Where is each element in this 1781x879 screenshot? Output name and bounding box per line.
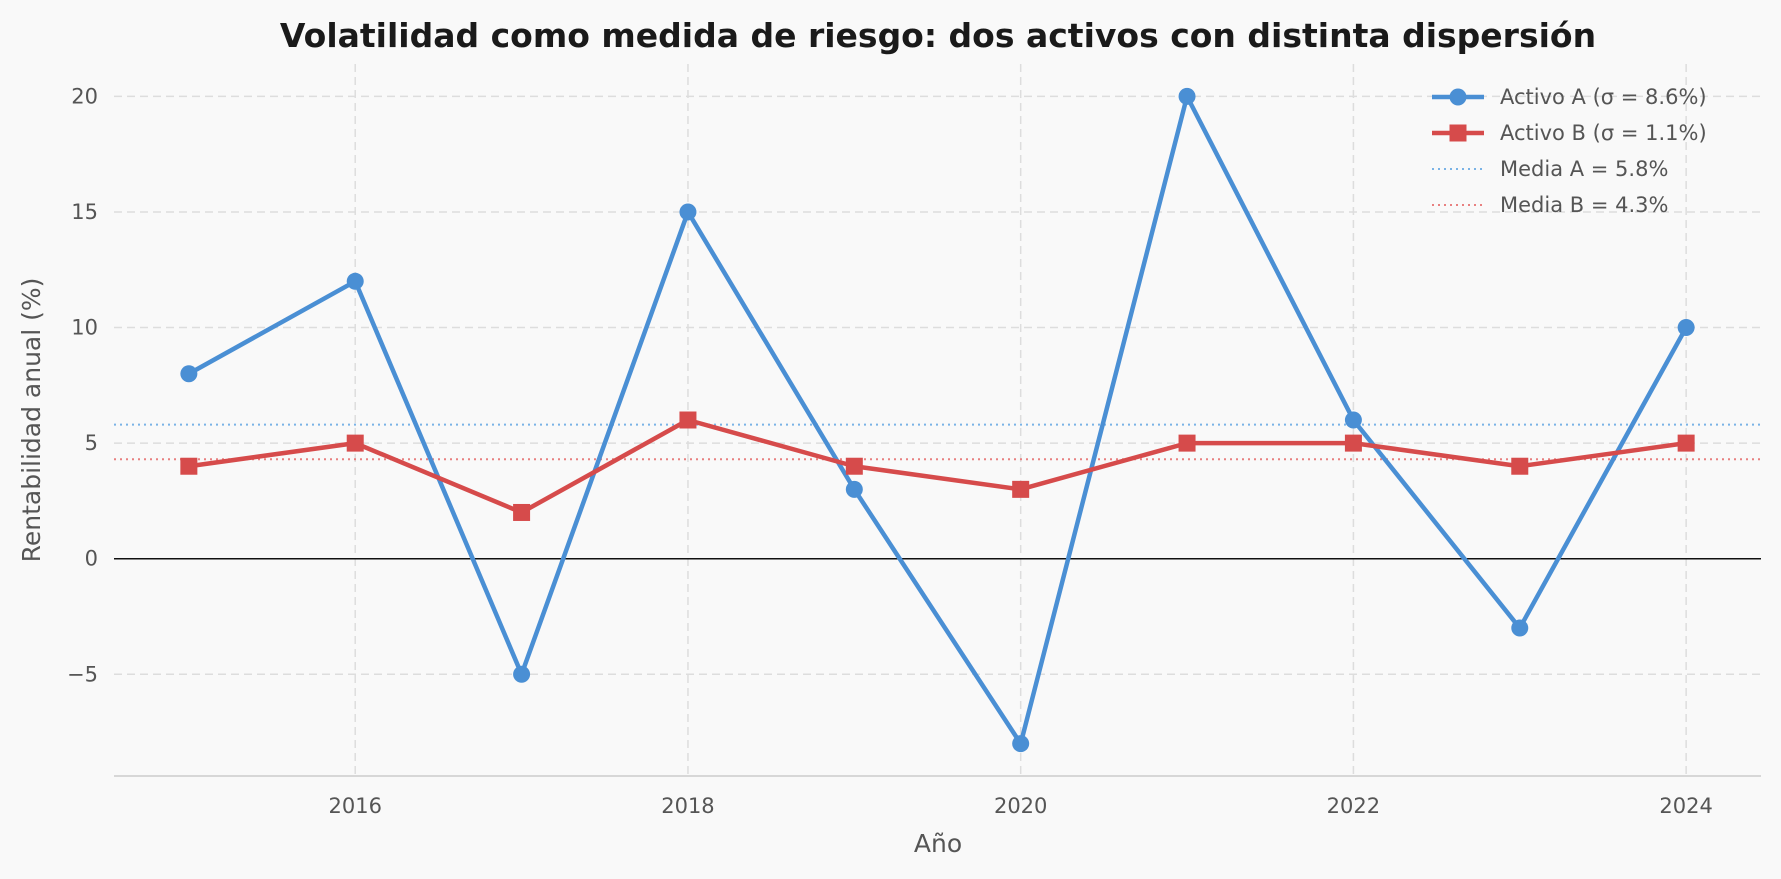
data-point [679,203,697,221]
x-tick-label: 2018 [661,794,714,818]
y-tick-label: −5 [67,662,98,686]
legend-label: Media A = 5.8% [1500,157,1668,181]
x-tick-label: 2016 [329,794,382,818]
data-point [1178,87,1196,105]
series-line [187,94,1689,746]
legend-marker [1449,124,1467,142]
data-point [1677,434,1695,452]
data-point [180,365,198,383]
x-axis-label: Año [914,829,962,858]
legend: Activo A (σ = 8.6%) Activo B (σ = 1.1%) Me… [1432,85,1707,217]
data-point [1511,457,1529,475]
data-point [513,665,531,683]
y-tick-label: 20 [71,84,98,108]
data-point [1344,411,1362,429]
chart-title: Volatilidad como medida de riesgo: dos a… [280,16,1596,55]
y-axis-label: Rentabilidad anual (%) [17,278,46,563]
data-point [1012,480,1030,498]
data-point [1012,735,1030,753]
y-tick-label: 5 [85,431,98,455]
data-point [513,503,531,521]
data-point [845,457,863,475]
data-point [679,411,697,429]
x-tick-label: 2020 [994,794,1047,818]
data-point [346,434,364,452]
y-tick-label: 15 [71,200,98,224]
legend-label: Activo A (σ = 8.6%) [1500,85,1707,109]
data-point [1178,434,1196,452]
reference-lines [114,423,1761,461]
data-point [1677,319,1695,337]
y-tick-label: 10 [71,316,98,340]
data-point [180,457,198,475]
series-layer [180,87,1695,753]
x-tick-label: 2022 [1327,794,1380,818]
data-point [346,272,364,290]
legend-label: Media B = 4.3% [1500,193,1668,217]
data-point [1344,434,1362,452]
x-tick-label: 2024 [1659,794,1712,818]
data-point [845,480,863,498]
legend-marker [1449,88,1467,106]
y-tick-label: 0 [85,547,98,571]
data-point [1511,619,1529,637]
axes: −5 0 5 10 15 20 2016 2018 2020 2022 2024 [67,84,1761,818]
legend-label: Activo B (σ = 1.1%) [1500,121,1707,145]
series-line [188,417,1687,515]
